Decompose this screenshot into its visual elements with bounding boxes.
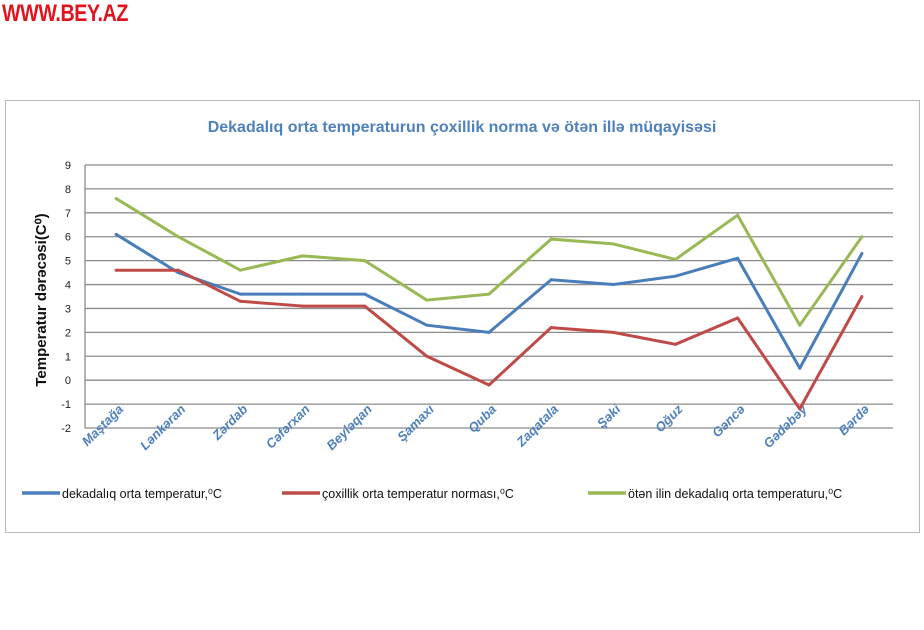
data-point: [301, 292, 305, 296]
y-tick-label: 7: [65, 208, 71, 220]
data-point: [860, 235, 864, 239]
data-point: [736, 213, 740, 217]
data-point: [673, 257, 677, 261]
data-point: [860, 295, 864, 298]
y-tick-label: 4: [65, 280, 71, 292]
x-tick-label: Oğuz: [652, 401, 686, 435]
data-point: [238, 268, 242, 272]
data-point: [736, 316, 740, 320]
data-point: [611, 283, 615, 287]
series-line-3: [115, 197, 864, 327]
data-point: [860, 251, 864, 255]
data-point: [114, 196, 118, 200]
x-tick-label: Şəki: [594, 401, 624, 431]
x-tick-label: Beyləqan: [323, 401, 375, 453]
x-tick-label: Gəncə: [709, 402, 748, 441]
y-tick-label: 5: [65, 256, 71, 268]
data-point: [487, 330, 491, 334]
data-point: [114, 268, 118, 272]
y-tick-label: 2: [65, 327, 71, 339]
data-point: [611, 242, 615, 246]
y-tick-label: 0: [65, 375, 71, 387]
data-point: [549, 237, 553, 241]
y-axis-label: Temperatur dərəcəsi(C⁰): [33, 213, 50, 386]
x-tick-label: Cəfərxan: [263, 401, 313, 451]
legend-label: ötən ilin dekadalıq orta temperaturu,⁰C: [628, 487, 842, 501]
data-point: [549, 278, 553, 282]
data-point: [238, 292, 242, 296]
x-tick-label: Zərdab: [209, 401, 251, 443]
data-point: [487, 292, 491, 296]
y-tick-label: 3: [65, 303, 71, 315]
x-tick-label: Gədəbəy: [760, 401, 810, 451]
x-tick-label: Lənkəran: [137, 401, 189, 453]
x-tick-label: Zaqatala: [513, 402, 562, 451]
data-point: [798, 407, 802, 411]
data-point: [798, 366, 802, 370]
data-point: [301, 254, 305, 258]
data-point: [301, 304, 305, 308]
chart-title: Dekadalıq orta temperaturun çoxillik nor…: [208, 119, 717, 136]
chart-frame: [5, 100, 920, 533]
data-point: [425, 298, 429, 302]
y-tick-label: 6: [65, 232, 71, 244]
data-point: [425, 323, 429, 327]
data-point: [176, 268, 180, 272]
data-point: [363, 304, 367, 308]
data-point: [176, 235, 180, 239]
data-point: [425, 354, 429, 358]
y-tick-label: 9: [65, 160, 71, 172]
y-tick-label: 1: [65, 351, 71, 363]
data-point: [736, 256, 740, 260]
data-point: [673, 342, 677, 346]
y-tick-label: 8: [65, 184, 71, 196]
data-point: [673, 274, 677, 278]
data-point: [363, 259, 367, 263]
data-point: [549, 326, 553, 330]
y-tick-label: -1: [61, 399, 71, 411]
legend-label: dekadalıq orta temperatur,⁰C: [62, 487, 222, 501]
legend-label: çoxillik orta temperatur norması,⁰C: [322, 487, 514, 501]
data-point: [611, 330, 615, 334]
x-tick-label: Quba: [465, 402, 499, 436]
x-tick-label: Maştağa: [79, 402, 126, 449]
data-point: [114, 232, 118, 236]
watermark: WWW.BEY.AZ: [2, 0, 128, 27]
data-point: [363, 292, 367, 296]
y-tick-label: -2: [61, 423, 71, 435]
x-tick-label: Şamaxı: [394, 401, 437, 444]
series-line-1: [115, 233, 864, 370]
data-point: [238, 299, 242, 303]
data-point: [487, 383, 491, 387]
x-tick-label: Bərdə: [835, 402, 872, 439]
data-point: [798, 323, 802, 327]
